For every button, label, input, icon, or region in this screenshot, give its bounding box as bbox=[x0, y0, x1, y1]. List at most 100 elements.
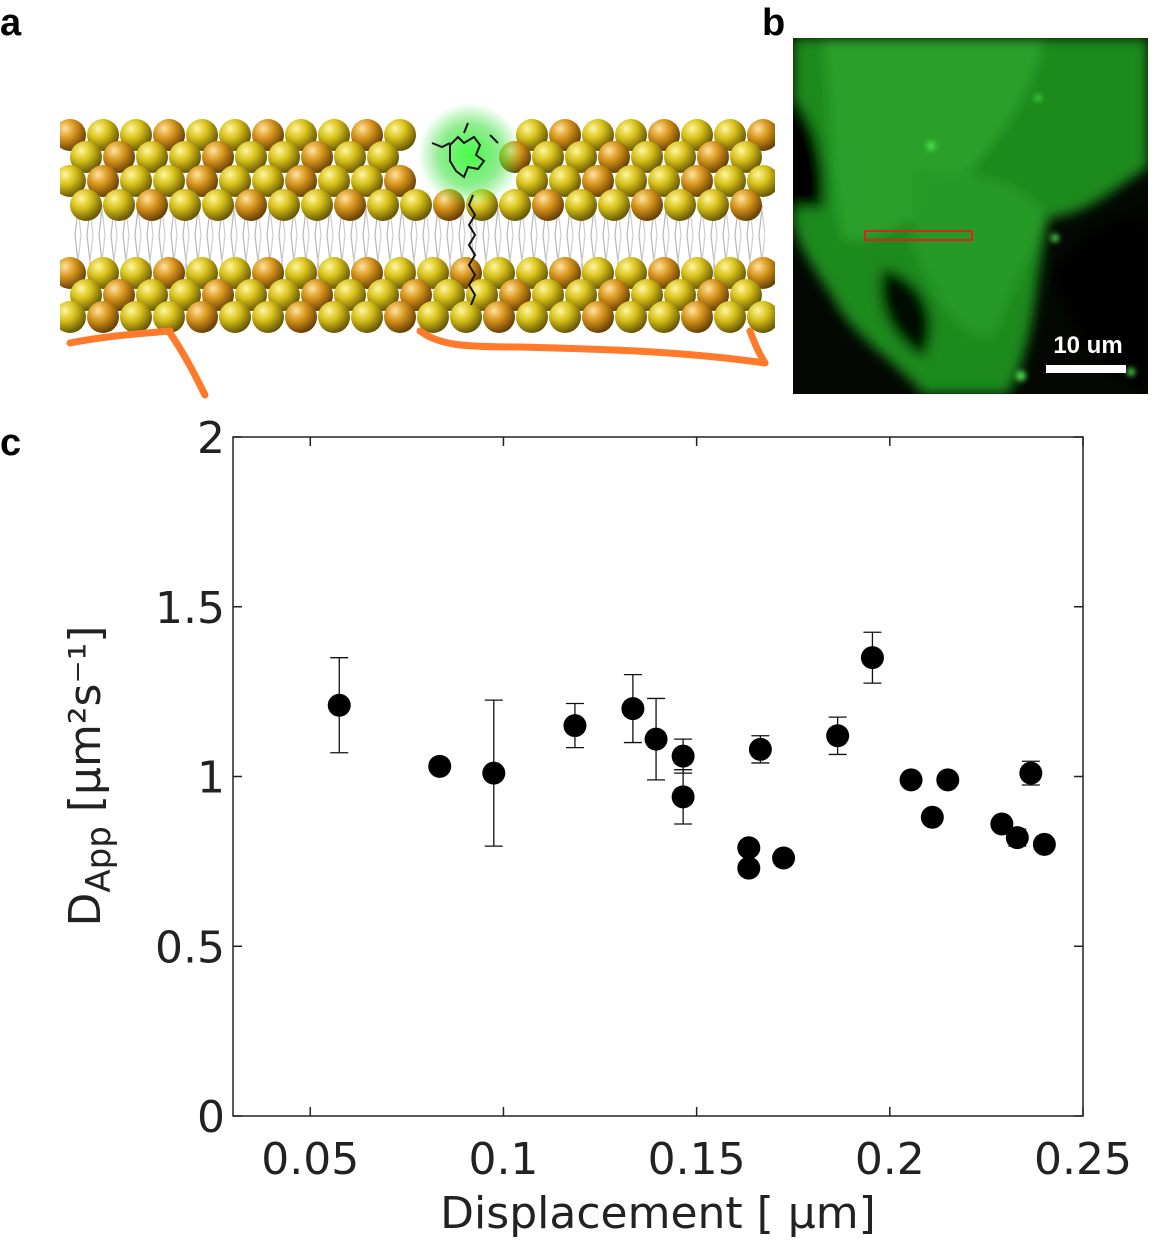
lipid-bead bbox=[400, 279, 432, 311]
lipid-bead bbox=[631, 141, 663, 173]
lipid-bead bbox=[631, 279, 663, 311]
lipid-bead bbox=[351, 257, 383, 289]
lipid-bead bbox=[681, 257, 713, 289]
lipid-bead bbox=[483, 257, 515, 289]
lipid-bead bbox=[417, 257, 449, 289]
y-axis-label: DApp [μm²s⁻¹] bbox=[60, 626, 119, 927]
panel-label-a: a bbox=[0, 2, 22, 44]
lipid-bead bbox=[285, 301, 317, 333]
lipid-bead bbox=[747, 165, 775, 197]
lipid-bead bbox=[334, 141, 366, 173]
lipid-bead bbox=[87, 301, 119, 333]
lipid-bead bbox=[664, 189, 696, 221]
lipid-bead bbox=[186, 301, 218, 333]
lipid-bead bbox=[747, 257, 775, 289]
lipid-bead bbox=[219, 165, 251, 197]
lipid-bead bbox=[87, 165, 119, 197]
lipid-bead bbox=[582, 257, 614, 289]
lipid-bead bbox=[384, 257, 416, 289]
y-tick-label: 0 bbox=[197, 1092, 225, 1143]
lipid-bead bbox=[120, 301, 152, 333]
lipid-bead bbox=[186, 119, 218, 151]
lipid-bead bbox=[169, 279, 201, 311]
lipid-bead bbox=[532, 279, 564, 311]
lipid-bead bbox=[549, 257, 581, 289]
lipid-bead bbox=[136, 189, 168, 221]
lipid-bead bbox=[631, 189, 663, 221]
lipid-bead bbox=[367, 279, 399, 311]
data-point bbox=[563, 714, 587, 738]
svg-text:DApp[μm²s⁻¹]: DApp [μm²s⁻¹] bbox=[60, 626, 119, 927]
lipid-bead bbox=[598, 279, 630, 311]
x-tick-label: 0.1 bbox=[468, 1134, 538, 1185]
x-tick-label: 0.25 bbox=[1034, 1134, 1132, 1185]
lipid-bead bbox=[747, 119, 775, 151]
lipid-bead bbox=[318, 301, 350, 333]
data-point bbox=[737, 856, 761, 880]
lipid-bead bbox=[384, 301, 416, 333]
lipid-bead bbox=[384, 165, 416, 197]
lipid-bead bbox=[615, 301, 647, 333]
lipid-bead bbox=[549, 119, 581, 151]
lipid-bead bbox=[516, 119, 548, 151]
lipid-bead bbox=[417, 301, 449, 333]
lipid-bead bbox=[120, 119, 152, 151]
lipid-bead bbox=[87, 119, 119, 151]
y-tick-label: 1 bbox=[197, 753, 225, 804]
lipid-bead bbox=[714, 165, 746, 197]
lipid-bead bbox=[120, 257, 152, 289]
lipid-bead bbox=[301, 279, 333, 311]
panel-label-b: b bbox=[762, 2, 786, 44]
data-point bbox=[671, 744, 695, 768]
lipid-bead bbox=[747, 301, 775, 333]
lipid-bead bbox=[235, 279, 267, 311]
lipid-bead bbox=[582, 301, 614, 333]
data-point bbox=[1005, 826, 1029, 850]
data-point bbox=[860, 646, 884, 670]
data-point bbox=[748, 737, 772, 761]
lipid-bead bbox=[351, 301, 383, 333]
lipid-bead bbox=[120, 165, 152, 197]
lipid-bead bbox=[466, 279, 498, 311]
lipid-bead bbox=[664, 141, 696, 173]
y-label-units: [μm²s⁻¹] bbox=[60, 626, 111, 813]
lipid-bead bbox=[499, 189, 531, 221]
lipid-bead bbox=[252, 257, 284, 289]
lipid-bead bbox=[615, 165, 647, 197]
lipid-bead bbox=[136, 279, 168, 311]
lipid-bead bbox=[202, 141, 234, 173]
lipid-bead bbox=[153, 301, 185, 333]
lipid-bead bbox=[235, 141, 267, 173]
lipid-bead bbox=[367, 141, 399, 173]
scatter-chart: 0.05 0.1 0.15 0.2 0.25 0 0.5 1 1.5 2 Displacemen… bbox=[60, 413, 1132, 1239]
lipid-bead bbox=[169, 141, 201, 173]
lipid-bead bbox=[697, 189, 729, 221]
lipid-bead bbox=[268, 141, 300, 173]
data-point bbox=[671, 785, 695, 809]
lipid-bead bbox=[648, 257, 680, 289]
x-tick-label: 0.05 bbox=[261, 1134, 359, 1185]
y-tick-label: 1.5 bbox=[155, 583, 225, 634]
data-point bbox=[1032, 832, 1056, 856]
lipid-bead bbox=[516, 257, 548, 289]
lipid-bead bbox=[70, 141, 102, 173]
lipid-bead bbox=[450, 257, 482, 289]
lipid-bead bbox=[648, 119, 680, 151]
lipid-bead bbox=[565, 189, 597, 221]
x-tick-label: 0.15 bbox=[648, 1134, 746, 1185]
lipid-bead bbox=[318, 257, 350, 289]
lipid-bead bbox=[532, 141, 564, 173]
lipid-bead bbox=[202, 279, 234, 311]
lipid-bead bbox=[70, 189, 102, 221]
lipid-bead bbox=[153, 119, 185, 151]
lipid-bead bbox=[153, 165, 185, 197]
lipid-bead bbox=[516, 165, 548, 197]
data-points bbox=[327, 646, 1056, 880]
lipid-bead bbox=[516, 301, 548, 333]
lipid-bead bbox=[433, 279, 465, 311]
lipid-bead bbox=[301, 141, 333, 173]
data-point bbox=[428, 754, 452, 778]
lipid-bead bbox=[450, 301, 482, 333]
lipid-bead bbox=[681, 301, 713, 333]
panel-label-c: c bbox=[0, 422, 22, 464]
